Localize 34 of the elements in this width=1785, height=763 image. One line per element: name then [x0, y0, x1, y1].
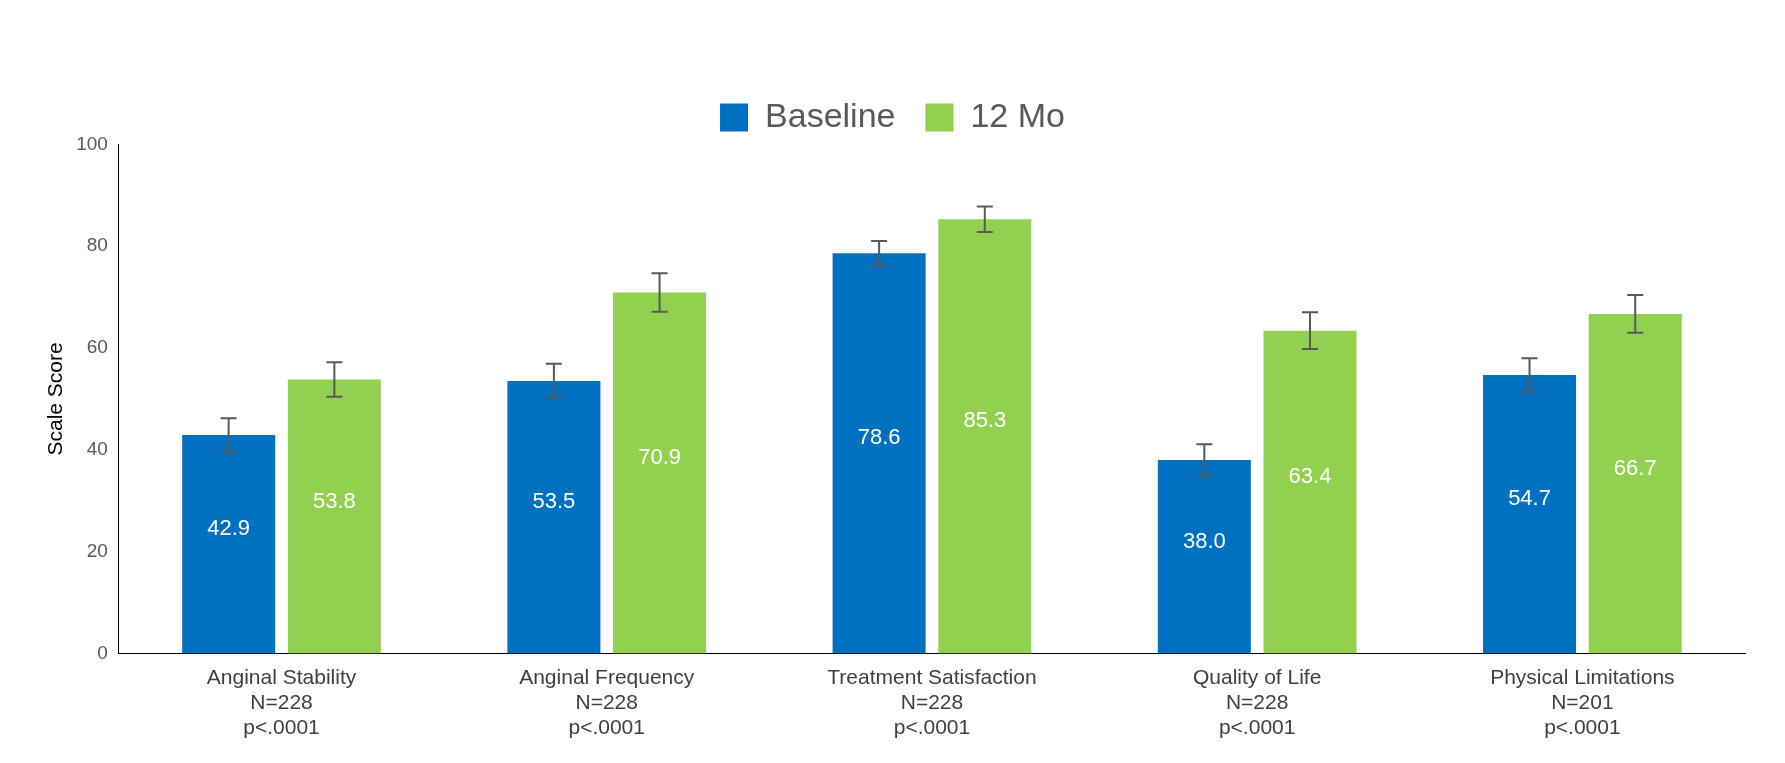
- x-tick-label: Anginal Stability N=228 p<.0001: [206, 664, 357, 739]
- x-tick-label: Treatment Satisfaction N=228 p<.0001: [827, 664, 1037, 739]
- legend-label: 12 Mo: [970, 95, 1065, 134]
- data-label: 53.5: [532, 488, 576, 514]
- data-label: 38.0: [1182, 527, 1226, 553]
- data-label: 70.9: [638, 444, 681, 470]
- bar: [1157, 459, 1251, 654]
- bar: [182, 435, 276, 654]
- data-label: 85.3: [963, 407, 1007, 433]
- bar: [938, 219, 1032, 654]
- y-tick-label: 0: [97, 641, 108, 663]
- data-label: 63.4: [1288, 463, 1332, 489]
- legend-label: Baseline: [765, 95, 896, 134]
- bar: [1588, 313, 1682, 654]
- x-tick-label: Quality of Life N=228 p<.0001: [1192, 664, 1322, 739]
- y-tick-label: 80: [86, 234, 108, 256]
- x-tick-label: Anginal Frequency N=228 p<.0001: [519, 664, 695, 739]
- bar: [1263, 330, 1357, 654]
- data-label: 66.7: [1613, 454, 1657, 480]
- y-tick-label: 100: [76, 132, 108, 154]
- y-tick-label: 20: [86, 539, 108, 561]
- bar: [507, 381, 601, 654]
- y-axis-title: Scale Score: [43, 342, 67, 456]
- data-label: 78.6: [857, 424, 901, 450]
- bar: [613, 292, 707, 654]
- bar: [832, 253, 926, 654]
- data-label: 53.8: [312, 487, 356, 513]
- x-tick-label: Physical Limitations N=201 p<.0001: [1490, 664, 1675, 739]
- y-tick-label: 60: [86, 336, 108, 358]
- data-label: 54.7: [1508, 485, 1551, 511]
- y-tick-label: 40: [86, 438, 108, 460]
- bar: [1483, 374, 1577, 654]
- data-label: 42.9: [207, 515, 251, 541]
- bar: [287, 379, 381, 654]
